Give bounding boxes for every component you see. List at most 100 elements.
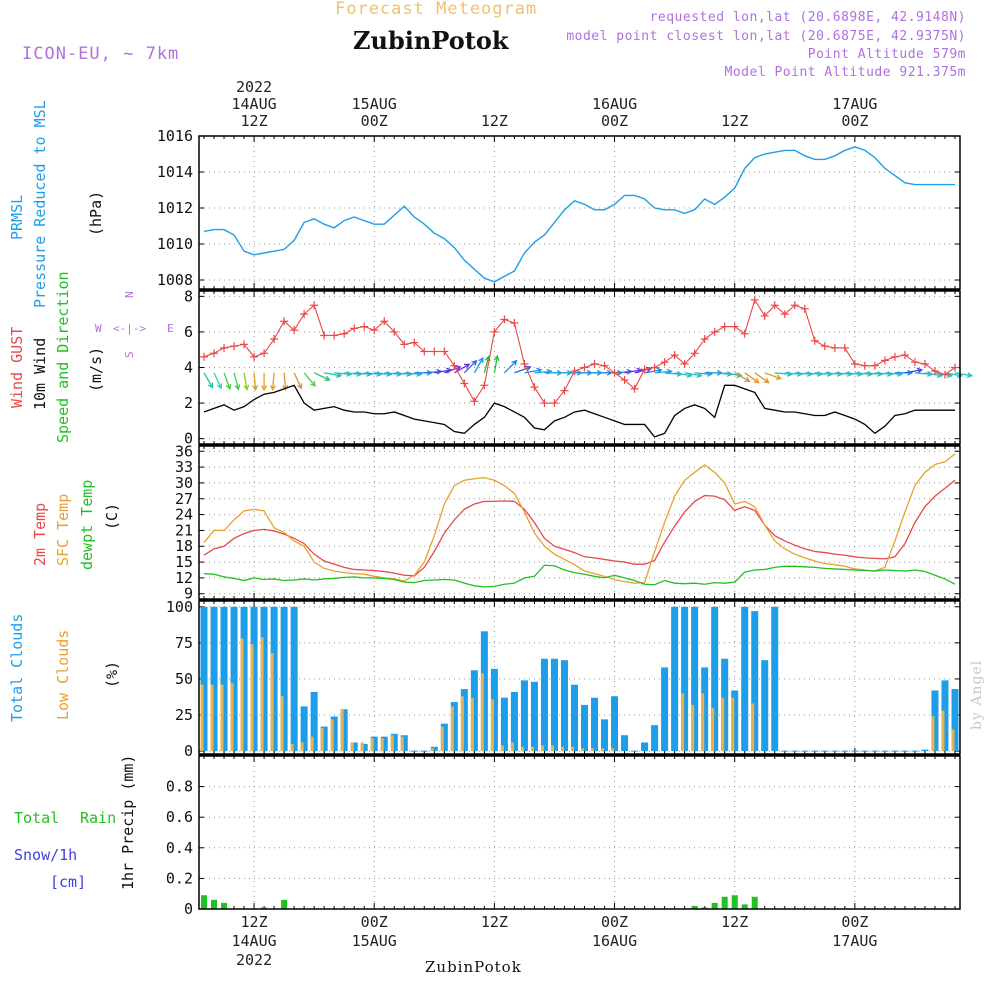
total-cloud-bar: [560, 660, 568, 752]
point-altitude: Point Altitude 579m: [807, 47, 966, 62]
total-cloud-bar: [601, 719, 609, 752]
wind-direction-arrowhead: [366, 371, 373, 377]
total-cloud-bar: [340, 709, 348, 752]
total-cloud-bar: [250, 606, 258, 752]
wind-panel: 0 2 4 6 8: [184, 287, 974, 448]
clouds-ytick-label: 50: [175, 670, 193, 688]
low-cloud-bar: [931, 716, 935, 752]
wind-direction-arrowhead: [396, 371, 403, 377]
wind-direction-arrowhead: [836, 371, 844, 377]
total-cloud-bar: [570, 684, 578, 752]
total-cloud-bar: [290, 606, 298, 752]
low-cloud-bar: [540, 745, 544, 752]
wind-direction-arrow: [644, 369, 662, 374]
low-cloud-bar: [400, 736, 404, 752]
wind-direction-arrowhead: [763, 377, 770, 384]
pressure-ytick-label: 1008: [157, 271, 193, 289]
wind-direction-arrowhead: [243, 384, 250, 391]
total-cloud-bar: [550, 658, 558, 752]
clouds-panel: 0 25 50 75 100: [166, 598, 960, 760]
total-cloud-bar: [360, 743, 368, 752]
wind-direction-arrow: [483, 356, 490, 374]
wind-direction-arrow: [534, 370, 552, 374]
wind-direction-arrowhead: [406, 371, 413, 377]
bottom-time-label: 16AUG: [591, 932, 638, 950]
low-cloud-bar: [330, 719, 334, 752]
wind-direction-arrow: [864, 372, 882, 375]
wind-ytick-label: 2: [184, 394, 193, 412]
total-cloud-bar: [711, 606, 719, 752]
low-cloud-bar: [360, 742, 364, 752]
closest-coords: model point closest lon,lat (20.6875E, 4…: [566, 29, 966, 44]
low-cloud-bar: [430, 748, 434, 752]
compass-south: S: [123, 351, 136, 358]
total-cloud-bar: [951, 689, 959, 752]
wind-direction-arrowhead: [493, 354, 500, 362]
wind-direction-arrowhead: [816, 371, 824, 377]
low-cloud-bar: [591, 748, 595, 752]
pressure-panel: 1008 1010 1012 1014 1016: [157, 127, 960, 289]
wind-direction-arrowhead: [806, 371, 814, 377]
total-cloud-bar: [921, 749, 929, 752]
wind-direction-arrowhead: [744, 376, 751, 383]
sfc-temp-line: [203, 453, 956, 584]
wind-direction-arrowhead: [866, 371, 874, 377]
temp-ytick-label: 30: [175, 474, 193, 492]
total-cloud-bar: [480, 631, 488, 752]
rain-bar: [751, 896, 758, 909]
rain-bar: [711, 902, 718, 909]
wind-direction-arrowhead: [525, 365, 532, 372]
total-cloud-bar: [460, 689, 468, 752]
wind-direction-arrowhead: [455, 365, 462, 372]
top-time-label: 16AUG: [591, 95, 638, 113]
low-cloud-bar: [320, 728, 324, 752]
wind-direction-arrow: [524, 369, 542, 374]
top-time-label: 2022: [236, 78, 273, 96]
wind-direction-arrow: [463, 360, 477, 374]
wind-direction-arrowhead: [376, 371, 383, 377]
wind-ytick-label: 8: [184, 287, 193, 305]
wind-direction-arrowhead: [471, 359, 478, 366]
wind-direction-arrow: [313, 372, 330, 381]
wind-direction-arrow: [754, 372, 770, 384]
rain-bar: [721, 896, 728, 909]
wind-direction-arrowhead: [511, 359, 518, 366]
low-cloud-bar: [510, 742, 514, 752]
wind-direction-arrow: [654, 370, 672, 374]
wind-direction-arrow: [434, 369, 452, 374]
precip-rain-label: Rain: [80, 809, 117, 827]
wind-direction-arrow: [384, 372, 402, 375]
wind-direction-arrow: [394, 372, 412, 375]
low-cloud-bar: [280, 696, 284, 752]
low-cloud-bar: [260, 637, 264, 752]
total-cloud-bar: [741, 606, 749, 752]
wind-direction-arrowhead: [282, 384, 289, 392]
low-cloud-bar: [470, 697, 474, 752]
temp-ytick-label: 33: [175, 458, 193, 476]
total-cloud-bar: [240, 606, 248, 752]
total-cloud-bar: [310, 691, 318, 752]
low-cloud-bar: [390, 735, 394, 752]
total-cloud-bar: [350, 742, 358, 752]
total-cloud-bar: [430, 746, 438, 752]
wind-direction-arrow: [243, 372, 248, 390]
model-name: ICON-EU, ~ 7km: [22, 44, 180, 64]
temp-ytick-label: 9: [184, 585, 193, 603]
wind-direction-arrow: [404, 372, 422, 375]
low-cloud-bar: [310, 736, 314, 752]
wind-direction-arrow: [954, 372, 972, 377]
low-cloud-bar: [340, 709, 344, 752]
low-cloud-bar: [460, 696, 464, 752]
wind-direction-arrowhead: [324, 375, 331, 381]
temp-ytick-label: 15: [175, 553, 193, 571]
total-cloud-bar: [380, 736, 388, 752]
wind-direction-arrow: [834, 372, 852, 375]
wind-direction-arrowhead: [886, 371, 894, 377]
footer-location: ZubinPotok: [425, 958, 522, 976]
wind-direction-arrow: [223, 372, 231, 390]
wind-direction-arrow: [744, 372, 760, 384]
low-cloud-bar: [380, 738, 384, 752]
bottom-time-label: 12Z: [721, 913, 749, 931]
wind-direction-arrowhead: [826, 371, 834, 377]
